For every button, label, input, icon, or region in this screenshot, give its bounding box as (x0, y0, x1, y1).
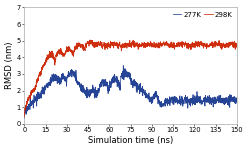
298K (89, 39, 92, 41)
298K (23, 116, 26, 117)
Y-axis label: RMSD (nm): RMSD (nm) (5, 42, 14, 89)
298K (121, 45, 124, 46)
298K (48, 57, 51, 59)
Line: 298K: 298K (24, 40, 237, 116)
277K (122, 65, 125, 66)
277K (118, 87, 121, 88)
X-axis label: Simulation time (ns): Simulation time (ns) (88, 136, 173, 145)
Legend: 277K, 298K: 277K, 298K (172, 11, 233, 18)
277K (144, 92, 147, 94)
298K (113, 41, 116, 43)
277K (235, 101, 238, 103)
277K (48, 83, 51, 84)
298K (235, 45, 238, 47)
277K (113, 75, 116, 76)
277K (121, 74, 124, 75)
298K (39, 70, 42, 72)
277K (39, 95, 42, 96)
277K (23, 117, 26, 119)
298K (144, 43, 147, 45)
Line: 277K: 277K (24, 66, 237, 118)
298K (118, 43, 121, 45)
277K (23, 113, 26, 115)
